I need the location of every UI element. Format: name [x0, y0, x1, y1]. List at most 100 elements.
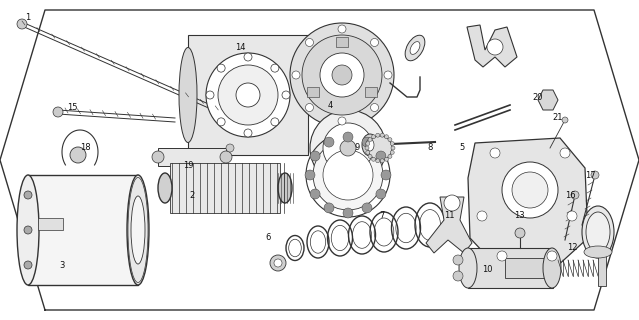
Circle shape — [274, 259, 282, 267]
Circle shape — [381, 170, 391, 180]
Circle shape — [368, 154, 372, 158]
Text: 21: 21 — [553, 114, 563, 123]
Circle shape — [324, 203, 334, 213]
Circle shape — [376, 189, 386, 199]
Circle shape — [562, 117, 568, 123]
Circle shape — [385, 157, 389, 161]
Bar — [28, 175, 138, 285]
Circle shape — [388, 154, 392, 158]
Bar — [170, 163, 280, 213]
Circle shape — [343, 208, 353, 218]
Ellipse shape — [127, 175, 149, 285]
Ellipse shape — [158, 173, 172, 203]
Bar — [365, 86, 376, 97]
Ellipse shape — [17, 175, 39, 285]
Circle shape — [477, 211, 487, 221]
Circle shape — [320, 53, 364, 97]
Circle shape — [368, 136, 392, 160]
Circle shape — [390, 150, 394, 155]
Circle shape — [324, 137, 334, 147]
Circle shape — [53, 107, 63, 117]
Circle shape — [343, 132, 353, 142]
Circle shape — [217, 118, 225, 126]
Circle shape — [313, 140, 383, 210]
Circle shape — [244, 53, 252, 61]
Circle shape — [244, 129, 252, 137]
Circle shape — [453, 271, 463, 281]
Circle shape — [310, 189, 320, 199]
Text: 9: 9 — [355, 143, 360, 153]
Ellipse shape — [543, 248, 561, 288]
Bar — [336, 37, 348, 47]
Circle shape — [323, 123, 373, 173]
Ellipse shape — [362, 134, 378, 156]
Circle shape — [390, 141, 394, 146]
Ellipse shape — [586, 212, 610, 252]
Circle shape — [376, 151, 386, 161]
Text: 13: 13 — [514, 211, 525, 220]
Text: 4: 4 — [327, 100, 333, 109]
Text: 5: 5 — [459, 143, 465, 153]
Ellipse shape — [410, 42, 420, 54]
Bar — [158, 148, 226, 166]
Text: 15: 15 — [66, 103, 77, 113]
Circle shape — [365, 146, 369, 150]
Text: 7: 7 — [380, 211, 385, 220]
Circle shape — [362, 203, 372, 213]
Text: 11: 11 — [443, 211, 454, 220]
Text: 1: 1 — [26, 13, 31, 22]
Circle shape — [385, 135, 389, 139]
Circle shape — [152, 151, 164, 163]
Circle shape — [271, 118, 279, 126]
Circle shape — [366, 141, 370, 146]
Circle shape — [380, 159, 384, 163]
Circle shape — [310, 151, 320, 161]
Bar — [505, 258, 555, 278]
Circle shape — [591, 171, 599, 179]
Ellipse shape — [278, 173, 292, 203]
Text: 20: 20 — [533, 93, 543, 102]
Bar — [188, 35, 308, 155]
Circle shape — [490, 148, 500, 158]
Circle shape — [290, 23, 394, 127]
Ellipse shape — [459, 248, 477, 288]
Ellipse shape — [366, 139, 374, 151]
Circle shape — [560, 148, 570, 158]
Text: 12: 12 — [567, 244, 577, 252]
Circle shape — [24, 191, 32, 199]
Circle shape — [24, 261, 32, 269]
Ellipse shape — [179, 47, 197, 142]
Circle shape — [282, 91, 290, 99]
Text: 19: 19 — [183, 161, 193, 170]
Circle shape — [305, 38, 314, 46]
Circle shape — [292, 71, 300, 79]
Circle shape — [567, 211, 577, 221]
Circle shape — [487, 39, 503, 55]
Ellipse shape — [405, 35, 425, 61]
Circle shape — [444, 195, 460, 211]
Circle shape — [497, 251, 507, 261]
Circle shape — [371, 104, 378, 112]
Circle shape — [453, 255, 463, 265]
Circle shape — [380, 133, 384, 137]
Circle shape — [338, 117, 346, 125]
Circle shape — [362, 137, 372, 147]
Text: 17: 17 — [585, 171, 596, 180]
Polygon shape — [426, 197, 472, 253]
Circle shape — [236, 83, 260, 107]
Bar — [468, 248, 553, 288]
Circle shape — [376, 159, 380, 163]
Circle shape — [206, 91, 214, 99]
Circle shape — [388, 138, 392, 142]
Circle shape — [371, 157, 376, 161]
Circle shape — [220, 151, 232, 163]
Circle shape — [515, 228, 525, 238]
Polygon shape — [468, 138, 588, 270]
Text: 8: 8 — [427, 143, 433, 153]
Circle shape — [391, 146, 395, 150]
Circle shape — [17, 19, 27, 29]
Polygon shape — [538, 90, 558, 110]
Text: 10: 10 — [482, 266, 492, 275]
Polygon shape — [467, 25, 517, 67]
Bar — [307, 86, 320, 97]
